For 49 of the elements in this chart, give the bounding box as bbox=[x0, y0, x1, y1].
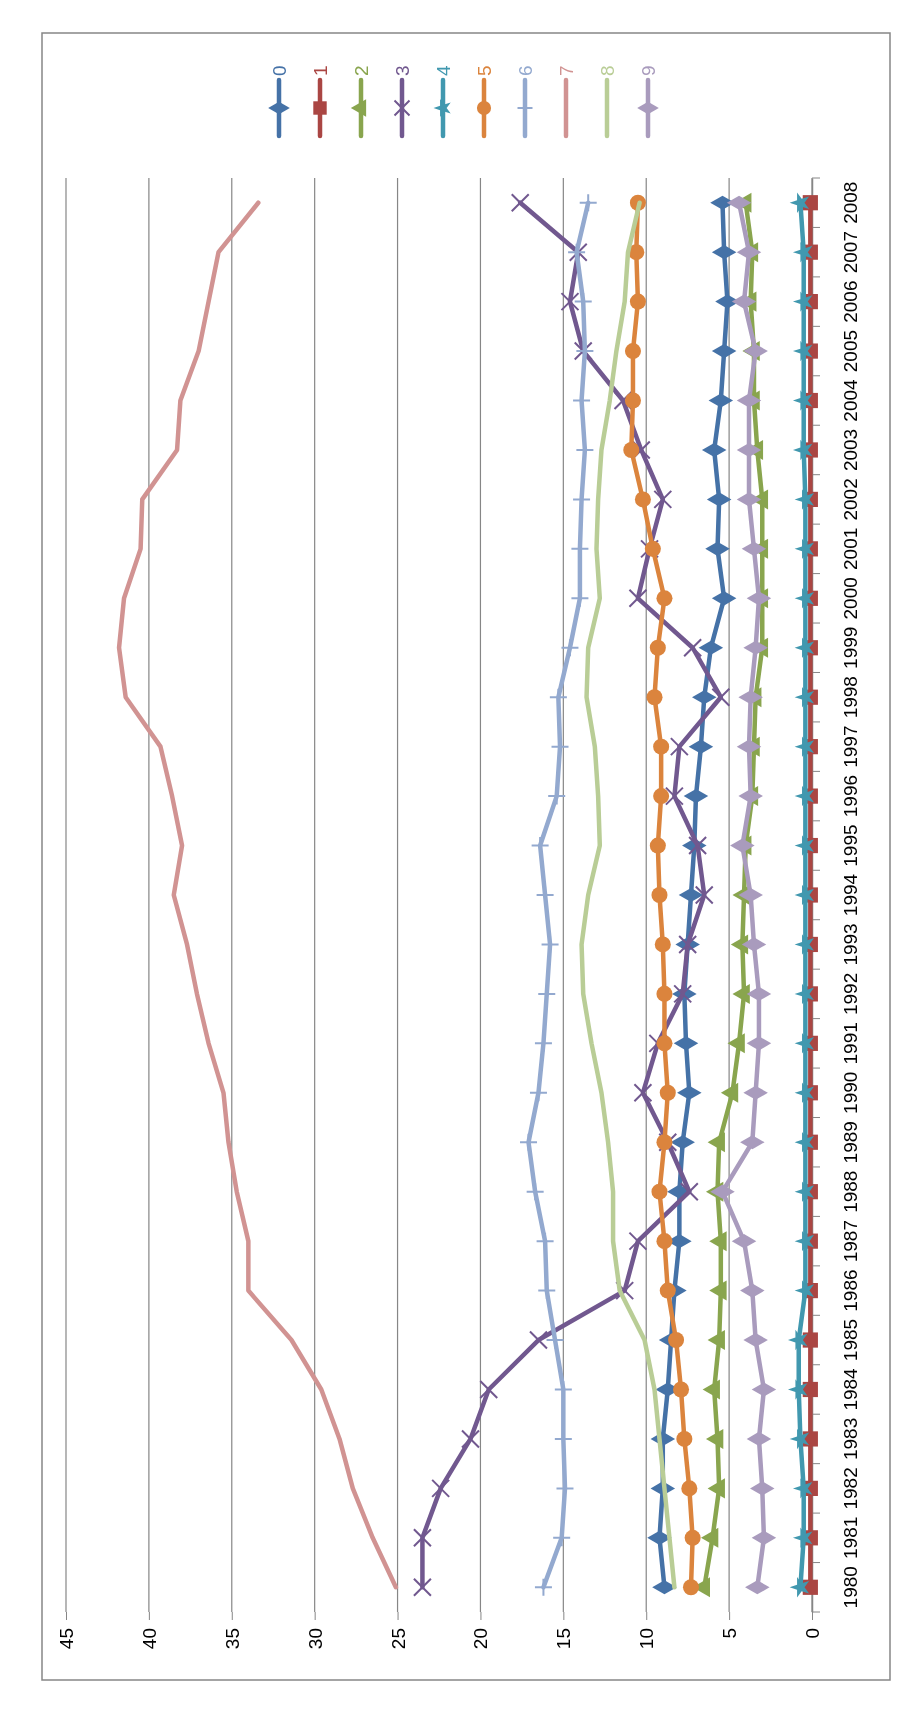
y-tick-label: 1992 bbox=[839, 972, 861, 1016]
y-tick-label: 2005 bbox=[839, 329, 861, 373]
y-tick-label: 1987 bbox=[839, 1220, 861, 1263]
y-tick-label: 2002 bbox=[839, 478, 861, 521]
y-tick-label: 1993 bbox=[839, 923, 861, 966]
y-tick-label: 1984 bbox=[839, 1367, 861, 1411]
y-tick-label: 1994 bbox=[839, 873, 861, 917]
x-tick-label: 0 bbox=[802, 1628, 823, 1639]
y-tick-label: 1986 bbox=[839, 1269, 861, 1312]
text: 1 bbox=[309, 65, 331, 76]
y-tick-label: 1989 bbox=[839, 1121, 861, 1164]
text: 9 bbox=[637, 65, 659, 76]
y-tick-label: 2007 bbox=[839, 231, 861, 274]
text: 0 bbox=[268, 65, 290, 76]
text: 4 bbox=[432, 65, 454, 76]
x-tick-label: 45 bbox=[56, 1628, 77, 1650]
y-tick-label: 1998 bbox=[839, 676, 861, 719]
y-tick-label: 1991 bbox=[839, 1022, 861, 1065]
text: 2 bbox=[350, 65, 372, 76]
y-tick-label: 1982 bbox=[839, 1467, 861, 1510]
x-tick-label: 5 bbox=[719, 1628, 741, 1639]
x-tick-label: 10 bbox=[636, 1628, 658, 1650]
x-tick-label: 25 bbox=[387, 1628, 409, 1650]
y-tick-label: 1997 bbox=[839, 725, 861, 768]
y-tick-label: 1996 bbox=[839, 774, 861, 818]
y-tick-label: 2008 bbox=[839, 181, 861, 224]
y-tick-label: 2001 bbox=[839, 527, 861, 570]
y-tick-label: 1990 bbox=[839, 1071, 861, 1114]
text: 3 bbox=[391, 65, 413, 76]
y-tick-label: 1983 bbox=[839, 1417, 861, 1461]
x-tick-label: 35 bbox=[221, 1628, 243, 1650]
x-tick-label: 40 bbox=[138, 1628, 160, 1650]
y-tick-label: 2004 bbox=[839, 378, 861, 422]
y-tick-label: 2003 bbox=[839, 428, 861, 472]
y-tick-label: 1980 bbox=[839, 1566, 861, 1609]
y-tick-label: 1988 bbox=[839, 1170, 861, 1213]
y-tick-label: 2006 bbox=[839, 280, 861, 323]
y-tick-label: 1985 bbox=[839, 1318, 861, 1362]
text: 6 bbox=[514, 65, 536, 76]
text: 5 bbox=[473, 65, 495, 76]
x-tick-label: 30 bbox=[304, 1628, 326, 1650]
y-tick-label: 2000 bbox=[839, 577, 861, 620]
y-tick-label: 1995 bbox=[839, 824, 861, 867]
text: 8 bbox=[596, 65, 618, 76]
text: 7 bbox=[555, 65, 577, 76]
x-tick-label: 20 bbox=[470, 1628, 492, 1650]
x-tick-label: 15 bbox=[553, 1628, 575, 1650]
y-tick-label: 1999 bbox=[839, 626, 861, 669]
y-tick-label: 1981 bbox=[839, 1516, 861, 1559]
